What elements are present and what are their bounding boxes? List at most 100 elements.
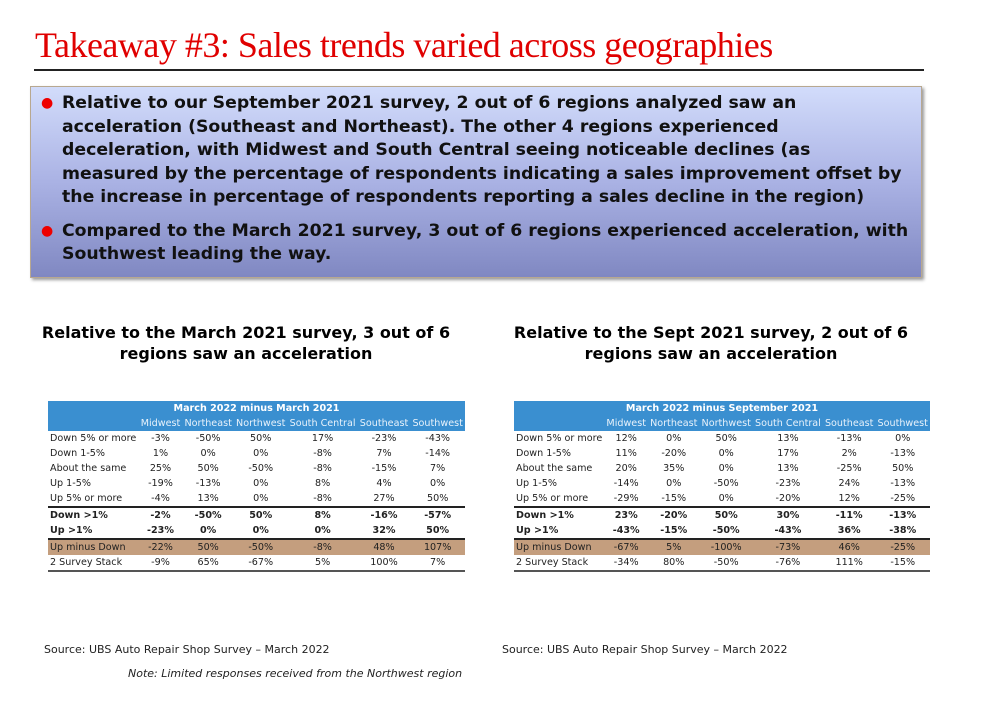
- table-cell: -15%: [661, 493, 687, 504]
- table-cell: -25%: [875, 538, 930, 555]
- row-label: 2 Survey Stack: [48, 555, 139, 572]
- table-header-row: Midwest Northeast Northwest South Central So…: [48, 416, 465, 431]
- table-cell: -50%: [712, 525, 740, 536]
- table-cell: -50%: [182, 506, 234, 523]
- table-cell: 0%: [895, 433, 911, 444]
- row-label: Down 1-5%: [516, 448, 572, 459]
- table-cell: -34%: [604, 555, 649, 572]
- row-label: Down 1-5%: [50, 448, 106, 459]
- bullet-text: Compared to the March 2021 survey, 3 out…: [62, 220, 909, 265]
- table-cell: 11%: [615, 448, 637, 459]
- bullet-text: Relative to our September 2021 survey, 2…: [62, 93, 902, 207]
- table-cell: -76%: [752, 555, 823, 572]
- table-cell: 0%: [314, 525, 331, 536]
- row-label: Up >1%: [516, 525, 559, 536]
- table-cell: 0%: [253, 448, 269, 459]
- table-row: Up >1% -43% -15% -50% -43% 36% -38%: [514, 523, 930, 539]
- table-cell: -57%: [410, 506, 465, 523]
- table-cell: 48%: [357, 538, 411, 555]
- row-label: Down 5% or more: [516, 433, 603, 444]
- table-cell: 0%: [718, 463, 734, 474]
- table-cell: -2%: [138, 506, 183, 523]
- table-cell: 30%: [752, 506, 823, 523]
- table-cell: -23%: [147, 525, 174, 536]
- table-cell: 36%: [837, 525, 861, 536]
- row-label: Up 1-5%: [50, 478, 91, 489]
- row-label: Down >1%: [514, 506, 605, 523]
- table-cell: 0%: [199, 525, 217, 536]
- table-cell: -16%: [357, 506, 411, 523]
- table-cell: 17%: [777, 448, 799, 459]
- row-label: Down 5% or more: [50, 433, 137, 444]
- table-cell: -13%: [875, 506, 930, 523]
- column-header: Southwest: [875, 416, 930, 431]
- table-cell: -23%: [371, 433, 397, 444]
- table-cell: 0%: [253, 493, 269, 504]
- table-cell: -73%: [752, 538, 823, 555]
- table-row: Down 1-5% 1% 0% 0% -8% 7% -14%: [48, 446, 465, 461]
- table-cell: 50%: [182, 538, 234, 555]
- table-cell: 7%: [430, 463, 446, 474]
- table-cell: 0%: [253, 478, 269, 489]
- takeaway-callout: ● Relative to our September 2021 survey, …: [30, 86, 922, 278]
- row-label: Up minus Down: [514, 538, 605, 555]
- row-label: About the same: [516, 463, 593, 474]
- table-cell: -20%: [648, 506, 700, 523]
- table-row: 2 Survey Stack -9% 65% -67% 5% 100% 7%: [48, 555, 465, 572]
- table-cell: -43%: [612, 525, 640, 536]
- left-subtitle: Relative to the March 2021 survey, 3 out…: [41, 323, 451, 363]
- table-cell: -15%: [371, 463, 397, 474]
- table-cell: -50%: [713, 478, 739, 489]
- table-cell: -43%: [774, 525, 802, 536]
- table-cell: 12%: [838, 493, 860, 504]
- table-cell: -50%: [195, 433, 221, 444]
- table-cell: 7%: [376, 448, 392, 459]
- column-header: Midwest: [604, 416, 649, 431]
- table-cell: 35%: [663, 463, 685, 474]
- table-cell: 5%: [648, 538, 700, 555]
- table-cell: 13%: [197, 493, 219, 504]
- column-header: Northwest: [233, 416, 288, 431]
- bullet-item: ● Compared to the March 2021 survey, 3 ou…: [41, 220, 911, 267]
- table-cell: 25%: [149, 463, 172, 474]
- table-cell: 111%: [822, 555, 876, 572]
- table-cell: -8%: [313, 448, 332, 459]
- table-row: Up 5% or more -29% -15% 0% -20% 12% -25%: [514, 491, 930, 507]
- bullet-dot-icon: ●: [41, 222, 54, 239]
- table-cell: 13%: [777, 433, 799, 444]
- table-cell: -14%: [613, 478, 639, 489]
- table-row: About the same 25% 50% -50% -8% -15% 7%: [48, 461, 465, 476]
- table-cell: 23%: [604, 506, 649, 523]
- table-cell: 107%: [410, 538, 465, 555]
- table-cell: -8%: [313, 463, 332, 474]
- header-blank: [48, 416, 139, 431]
- bullet-item: ● Relative to our September 2021 survey, …: [41, 92, 911, 210]
- table-row: Down 5% or more -3% -50% 50% 17% -23% -43%: [48, 431, 465, 446]
- table-cell: -50%: [233, 538, 288, 555]
- table-title: March 2022 minus March 2021: [48, 401, 465, 416]
- row-label: About the same: [50, 463, 127, 474]
- right-source: Source: UBS Auto Repair Shop Survey – Ma…: [502, 643, 788, 656]
- column-header: Southeast: [822, 416, 876, 431]
- table-cell: 100%: [357, 555, 411, 572]
- table-cell: 50%: [233, 506, 288, 523]
- table-cell: -22%: [138, 538, 183, 555]
- table-cell: 50%: [892, 463, 914, 474]
- table-cell: -50%: [699, 555, 753, 572]
- table-row: Down >1% 23% -20% 50% 30% -11% -13%: [514, 506, 930, 523]
- table-header-row: Midwest Northeast Northwest South Central So…: [514, 416, 930, 431]
- column-header: Northwest: [699, 416, 753, 431]
- table-cell: -67%: [233, 555, 288, 572]
- table-cell: -8%: [313, 493, 332, 504]
- table-cell: -23%: [775, 478, 801, 489]
- table-row: 2 Survey Stack -34% 80% -50% -76% 111% -15%: [514, 555, 930, 572]
- table-cell: -43%: [425, 433, 451, 444]
- row-label: Up 1-5%: [516, 478, 557, 489]
- column-header: Northeast: [648, 416, 700, 431]
- table-cell: 27%: [373, 493, 395, 504]
- table-cell: -25%: [890, 493, 916, 504]
- right-table: March 2022 minus September 2021 Midwest No…: [514, 401, 930, 572]
- table-cell: -25%: [836, 463, 862, 474]
- left-note: Note: Limited responses received from th…: [128, 667, 463, 680]
- table-cell: 4%: [376, 478, 392, 489]
